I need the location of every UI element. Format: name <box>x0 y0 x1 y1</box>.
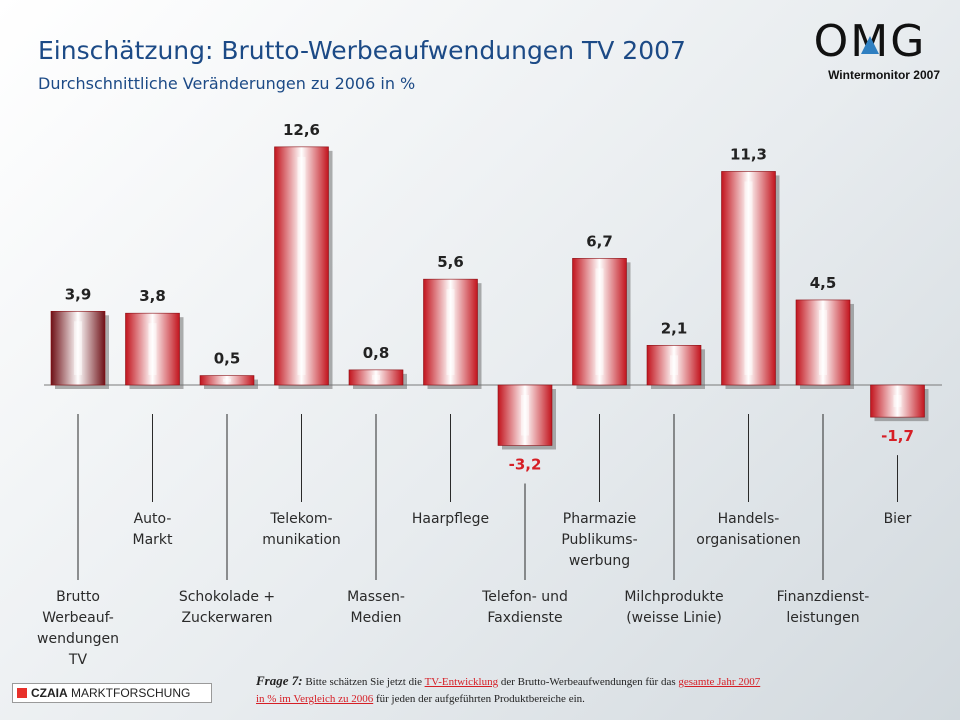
category-label-line: Pharmazie <box>562 511 637 527</box>
category-label-line: (weisse Linie) <box>626 610 722 626</box>
bar-highlight <box>521 395 529 436</box>
category-label: Massen- Medien <box>316 587 436 629</box>
value-label: 0,5 <box>214 350 241 368</box>
value-label: -3,2 <box>509 455 542 473</box>
category-label-line: Faxdienste <box>487 610 563 626</box>
value-label: -1,7 <box>881 427 914 445</box>
question-part-3: der Brutto-Werbeaufwendungen für das <box>498 676 679 688</box>
category-label-line: Finanzdienst- <box>776 589 870 605</box>
category-label: Milchprodukte (weisse Linie) <box>614 587 734 629</box>
bar-highlight <box>893 395 902 408</box>
question-label: Frage 7: <box>256 673 303 688</box>
bar <box>348 369 404 386</box>
value-label: 3,8 <box>139 287 166 305</box>
bar-highlight <box>744 181 753 375</box>
bar <box>497 384 553 446</box>
category-label-line: Telekom- <box>270 511 333 527</box>
category-label-line: Auto- <box>133 511 172 527</box>
category-label-line: Handels- <box>717 511 780 527</box>
value-label: 6,7 <box>586 232 613 250</box>
question-part-1: Bitte schätzen Sie jetzt die <box>302 676 425 688</box>
category-label-line: werbung <box>568 553 631 569</box>
bar <box>870 384 925 418</box>
category-label: Bier <box>838 509 958 530</box>
bar <box>646 345 702 386</box>
value-label: 12,6 <box>283 121 320 139</box>
bar-highlight <box>595 268 604 375</box>
category-label-line: leistungen <box>786 610 860 626</box>
value-label: 5,6 <box>437 253 464 271</box>
category-label: Finanzdienst-leistungen <box>763 587 883 629</box>
category-label-line: Publikums- <box>561 532 638 548</box>
value-label: 4,5 <box>810 274 837 292</box>
bar-highlight <box>297 156 306 375</box>
category-label-line: TV <box>68 652 88 668</box>
category-label-line: Schokolade + <box>178 589 276 605</box>
category-label-line: organisationen <box>696 532 801 548</box>
category-label: Telekom-munikation <box>242 509 362 551</box>
chart-subtitle: Durchschnittliche Veränderungen zu 2006 … <box>38 74 416 93</box>
bar <box>199 375 255 386</box>
category-label-line: Haarpflege <box>411 511 490 527</box>
brand-rest: MARKTFORSCHUNG <box>67 686 191 700</box>
omg-logo: OMG <box>814 16 925 64</box>
value-label: 11,3 <box>730 145 767 163</box>
bar-highlight <box>819 309 827 375</box>
bar-highlight <box>148 323 157 375</box>
bar-highlight <box>74 321 82 375</box>
category-label: Pharmazie Publikums-werbung <box>540 509 660 572</box>
bar <box>50 310 106 386</box>
value-label: 2,1 <box>661 319 688 337</box>
category-label: Schokolade + Zuckerwaren <box>167 587 287 629</box>
logo-triangle-icon <box>861 36 879 54</box>
question-part-6: für jeden der aufgeführten Produktbereic… <box>373 693 585 705</box>
category-label-line: Werbeauf- <box>42 610 114 626</box>
category-label: Auto- Markt <box>93 509 213 551</box>
value-label: 3,9 <box>65 285 92 303</box>
category-label-line: Telefon- und <box>482 589 568 605</box>
bar-highlight <box>446 289 455 375</box>
category-label: Haarpflege <box>391 509 511 530</box>
brand-bold: CZAIA <box>31 686 68 700</box>
question-text: Frage 7: Bitte schätzen Sie jetzt die TV… <box>256 672 896 708</box>
bar <box>572 258 627 386</box>
bar <box>125 312 180 386</box>
chart-title: Einschätzung: Brutto-Werbeaufwendungen T… <box>38 36 686 65</box>
bar <box>721 171 776 386</box>
bar <box>795 299 851 386</box>
brand-square-icon <box>17 688 27 698</box>
category-label-line: munikation <box>262 532 341 548</box>
bar <box>274 146 329 386</box>
logo-tagline: Wintermonitor 2007 <box>828 68 940 82</box>
category-label-line: Bier <box>883 511 912 527</box>
question-highlight-comparison: in % im Vergleich zu 2006 <box>256 693 374 705</box>
bar-highlight <box>670 355 678 375</box>
category-label: Handels-organisationen <box>689 509 809 551</box>
category-label: Brutto Werbeauf-wendungen TV <box>18 587 138 671</box>
bar-highlight <box>223 378 231 382</box>
bar-highlight <box>372 374 380 380</box>
category-label-line: Zuckerwaren <box>181 610 273 626</box>
bar <box>423 278 478 386</box>
category-label-line: Milchprodukte <box>624 589 724 605</box>
question-highlight-year: gesamte Jahr 2007 <box>678 676 761 688</box>
category-label-line: Markt <box>132 532 173 548</box>
category-label-line: wendungen <box>37 631 119 647</box>
category-label-line: Brutto <box>56 589 100 605</box>
brand-box: CZAIA MARKTFORSCHUNG <box>12 683 212 703</box>
value-label: 0,8 <box>363 344 390 362</box>
category-label-line: Medien <box>350 610 402 626</box>
category-label-line: Massen- <box>347 589 405 605</box>
category-label: Telefon- und Faxdienste <box>465 587 585 629</box>
brand-text: CZAIA MARKTFORSCHUNG <box>31 686 190 700</box>
question-highlight-tv: TV-Entwicklung <box>424 676 499 688</box>
